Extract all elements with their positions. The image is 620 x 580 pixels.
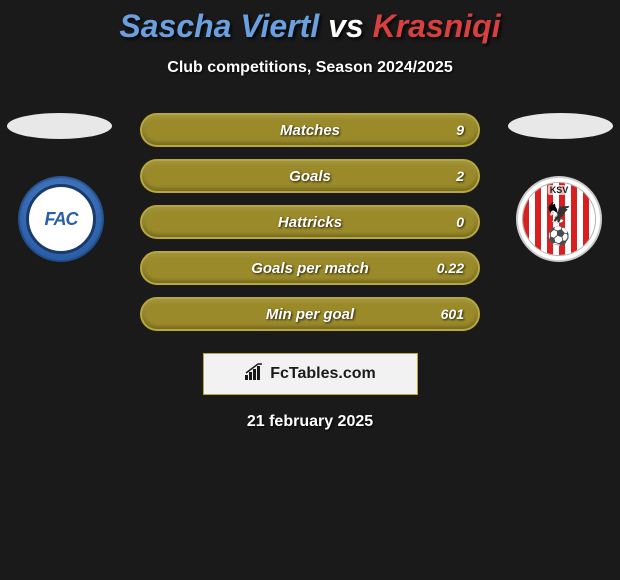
subtitle: Club competitions, Season 2024/2025 bbox=[0, 59, 620, 77]
stat-right-value: 0.22 bbox=[437, 260, 464, 276]
stat-bar: Goals per match 0.22 bbox=[140, 251, 480, 285]
ksv-badge-inner: KSV 🦅 ⚽ bbox=[522, 182, 596, 256]
stat-bar: Hattricks 0 bbox=[140, 205, 480, 239]
date-text: 21 february 2025 bbox=[0, 413, 620, 431]
stat-right-value: 9 bbox=[456, 122, 464, 138]
stat-bar: Goals 2 bbox=[140, 159, 480, 193]
chart-icon bbox=[244, 363, 266, 386]
stat-label: Min per goal bbox=[266, 306, 354, 323]
player2-ellipse bbox=[508, 113, 613, 139]
fac-badge-text: FAC bbox=[45, 209, 78, 230]
stat-label: Goals per match bbox=[251, 260, 369, 277]
player2-name: Krasniqi bbox=[373, 8, 501, 44]
comparison-area: FAC KSV 🦅 ⚽ Matches 9 Goals 2 Hattricks 0 Goal… bbox=[0, 113, 620, 431]
player1-club-badge: FAC bbox=[18, 176, 104, 262]
eagle-icon: 🦅 bbox=[547, 201, 572, 226]
stat-bars: Matches 9 Goals 2 Hattricks 0 Goals per match 0… bbox=[140, 113, 480, 331]
attribution-box: FcTables.com bbox=[203, 353, 418, 395]
stat-right-value: 0 bbox=[456, 214, 464, 230]
fac-badge-inner: FAC bbox=[26, 184, 96, 254]
player1-ellipse bbox=[7, 113, 112, 139]
page-title: Sascha Viertl vs Krasniqi bbox=[0, 0, 620, 45]
ksv-badge-text: KSV bbox=[548, 185, 571, 195]
vs-text: vs bbox=[328, 8, 364, 44]
stat-label: Goals bbox=[289, 168, 331, 185]
stat-label: Matches bbox=[280, 122, 340, 139]
stat-bar: Min per goal 601 bbox=[140, 297, 480, 331]
player1-name: Sascha Viertl bbox=[119, 8, 319, 44]
stat-right-value: 2 bbox=[456, 168, 464, 184]
stat-bar: Matches 9 bbox=[140, 113, 480, 147]
player2-club-badge: KSV 🦅 ⚽ bbox=[516, 176, 602, 262]
stat-label: Hattricks bbox=[278, 214, 342, 231]
attribution-text: FcTables.com bbox=[270, 365, 376, 383]
soccer-ball-icon: ⚽ bbox=[548, 226, 570, 247]
stat-right-value: 601 bbox=[441, 306, 464, 322]
